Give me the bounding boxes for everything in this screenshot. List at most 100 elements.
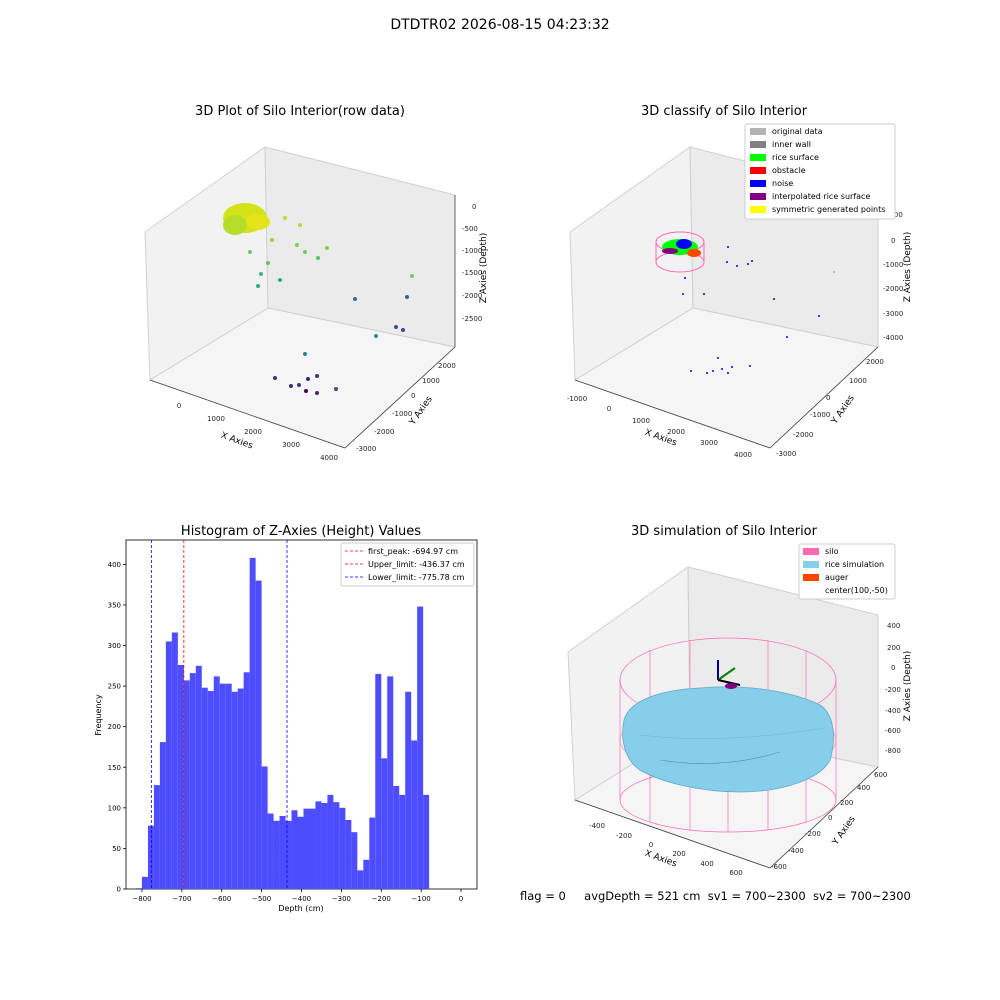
histogram-bar <box>243 672 250 889</box>
histogram-bar <box>369 817 376 889</box>
histogram-bar <box>351 832 358 889</box>
simulation-z-tick: -200 <box>885 686 901 694</box>
histogram-bar <box>381 758 388 889</box>
auger-marker <box>717 660 741 689</box>
y-tick-label: 100 <box>108 804 121 812</box>
histogram-bar <box>315 801 322 889</box>
histogram-bar <box>189 673 196 889</box>
raw-x-tick: 1000 <box>207 415 225 423</box>
histogram-bar <box>261 766 268 889</box>
legend-swatch <box>803 561 819 568</box>
raw-x-tick: 3000 <box>282 441 300 449</box>
histogram-bar <box>399 794 406 889</box>
simulation-x-tick: -200 <box>616 832 632 840</box>
legend-label: rice simulation <box>825 560 884 569</box>
histogram-bar <box>237 688 244 889</box>
raw-point-cloud <box>223 203 414 395</box>
histogram-bar <box>195 665 202 889</box>
y-tick-label: 400 <box>108 561 121 569</box>
simulation-x-tick: 400 <box>700 860 713 868</box>
simulation-x-tick: 0 <box>649 841 653 849</box>
simulation-x-tick: 200 <box>672 850 685 858</box>
histogram-bar <box>207 690 214 889</box>
classify-z-tick: -4000 <box>883 334 903 342</box>
histogram-bar <box>357 870 364 889</box>
simulation-y-tick: 0 <box>828 814 832 822</box>
classify-z-tick: -3000 <box>883 310 903 318</box>
raw-z-tick: 0 <box>472 203 476 211</box>
avg-depth-text: avgDepth = 521 cm <box>584 889 701 903</box>
simulation-z-tick: -800 <box>885 747 901 755</box>
histogram-bar <box>333 802 340 889</box>
simulation-z-tick: 400 <box>887 622 900 630</box>
raw-y-tick: -3000 <box>356 445 376 453</box>
rice-surface <box>622 686 834 793</box>
histogram-bar <box>393 785 400 889</box>
simulation-x-tick: 600 <box>729 869 742 877</box>
classify-y-tick: -2000 <box>793 431 813 439</box>
classify-y-tick: 0 <box>826 394 830 402</box>
flag-text: flag = 0 <box>520 889 566 903</box>
classify-z-tick: -1000 <box>883 261 903 269</box>
raw-y-tick: 0 <box>411 392 415 400</box>
histogram-title: Histogram of Z-Axies (Height) Values <box>180 524 422 539</box>
histogram-bar <box>279 815 286 889</box>
classify-y-tick: 2000 <box>866 358 884 366</box>
legend-swatch <box>750 128 766 135</box>
legend-swatch <box>750 193 766 200</box>
simulation-z-tick: -600 <box>885 727 901 735</box>
x-tick-label: −300 <box>332 895 351 903</box>
raw-x-tick: 4000 <box>320 454 338 462</box>
raw-z-tick: -1000 <box>462 247 482 255</box>
simulation-y-tick: 400 <box>857 784 870 792</box>
legend-swatch <box>750 206 766 213</box>
histogram-bar <box>327 794 334 889</box>
sv1-text: sv1 = 700~2300 <box>707 889 806 903</box>
histogram-legend: first_peak: -694.97 cm Upper_limit: -436… <box>340 542 475 587</box>
histogram-bar <box>219 683 226 889</box>
histogram-bar <box>135 888 142 889</box>
classify-point-cloud <box>655 231 835 374</box>
raw-plot-title: 3D Plot of Silo Interior(row data) <box>195 104 405 119</box>
y-tick-label: 300 <box>108 642 121 650</box>
classify-x-tick: 3000 <box>700 439 718 447</box>
histogram-bar <box>309 808 316 889</box>
classify-z-axis-label: Z Axies (Depth) <box>903 232 913 303</box>
legend-label: auger <box>825 573 849 582</box>
legend-label: noise <box>772 179 793 188</box>
legend-label: symmetric generated points <box>772 205 885 214</box>
y-tick-label: 200 <box>108 723 121 731</box>
x-tick-label: −100 <box>412 895 431 903</box>
histogram-bar <box>231 691 238 889</box>
classify-x-tick: 2000 <box>667 428 685 436</box>
raw-y-tick: -1000 <box>392 410 412 418</box>
simulation-z-tick: 200 <box>887 644 900 652</box>
histogram-bar <box>417 606 424 889</box>
histogram-bar <box>225 683 232 889</box>
simulation-y-tick: -200 <box>805 830 821 838</box>
x-tick-label: −800 <box>132 895 151 903</box>
raw-tick-labels: 0 1000 2000 3000 4000 -3000 -2000 -1000 … <box>177 203 483 462</box>
classify-x-tick: 4000 <box>734 451 752 459</box>
histogram-bar <box>267 813 274 889</box>
simulation-tick-labels: -400 -200 0 200 400 600 -600 -400 -200 0… <box>589 622 901 877</box>
histogram-bar <box>321 802 328 889</box>
x-tick-label: −700 <box>172 895 191 903</box>
simulation-z-tick: 0 <box>891 664 895 672</box>
legend-swatch <box>750 167 766 174</box>
histogram-x-axis-label: Depth (cm) <box>278 904 323 913</box>
legend-swatch <box>750 141 766 148</box>
y-tick-label: 250 <box>108 683 121 691</box>
histogram-bar <box>147 825 154 889</box>
simulation-legend: silo rice simulation auger center(100,-5… <box>798 543 896 600</box>
legend-label: center(100,-50) <box>825 586 888 595</box>
legend-label: interpolated rice surface <box>772 192 870 201</box>
raw-z-tick: -1500 <box>462 269 482 277</box>
y-tick-label: 150 <box>108 764 121 772</box>
histogram-bar <box>387 676 394 889</box>
raw-z-tick: -500 <box>462 225 478 233</box>
histogram-bar <box>171 632 178 889</box>
raw-x-tick: 0 <box>177 402 181 410</box>
